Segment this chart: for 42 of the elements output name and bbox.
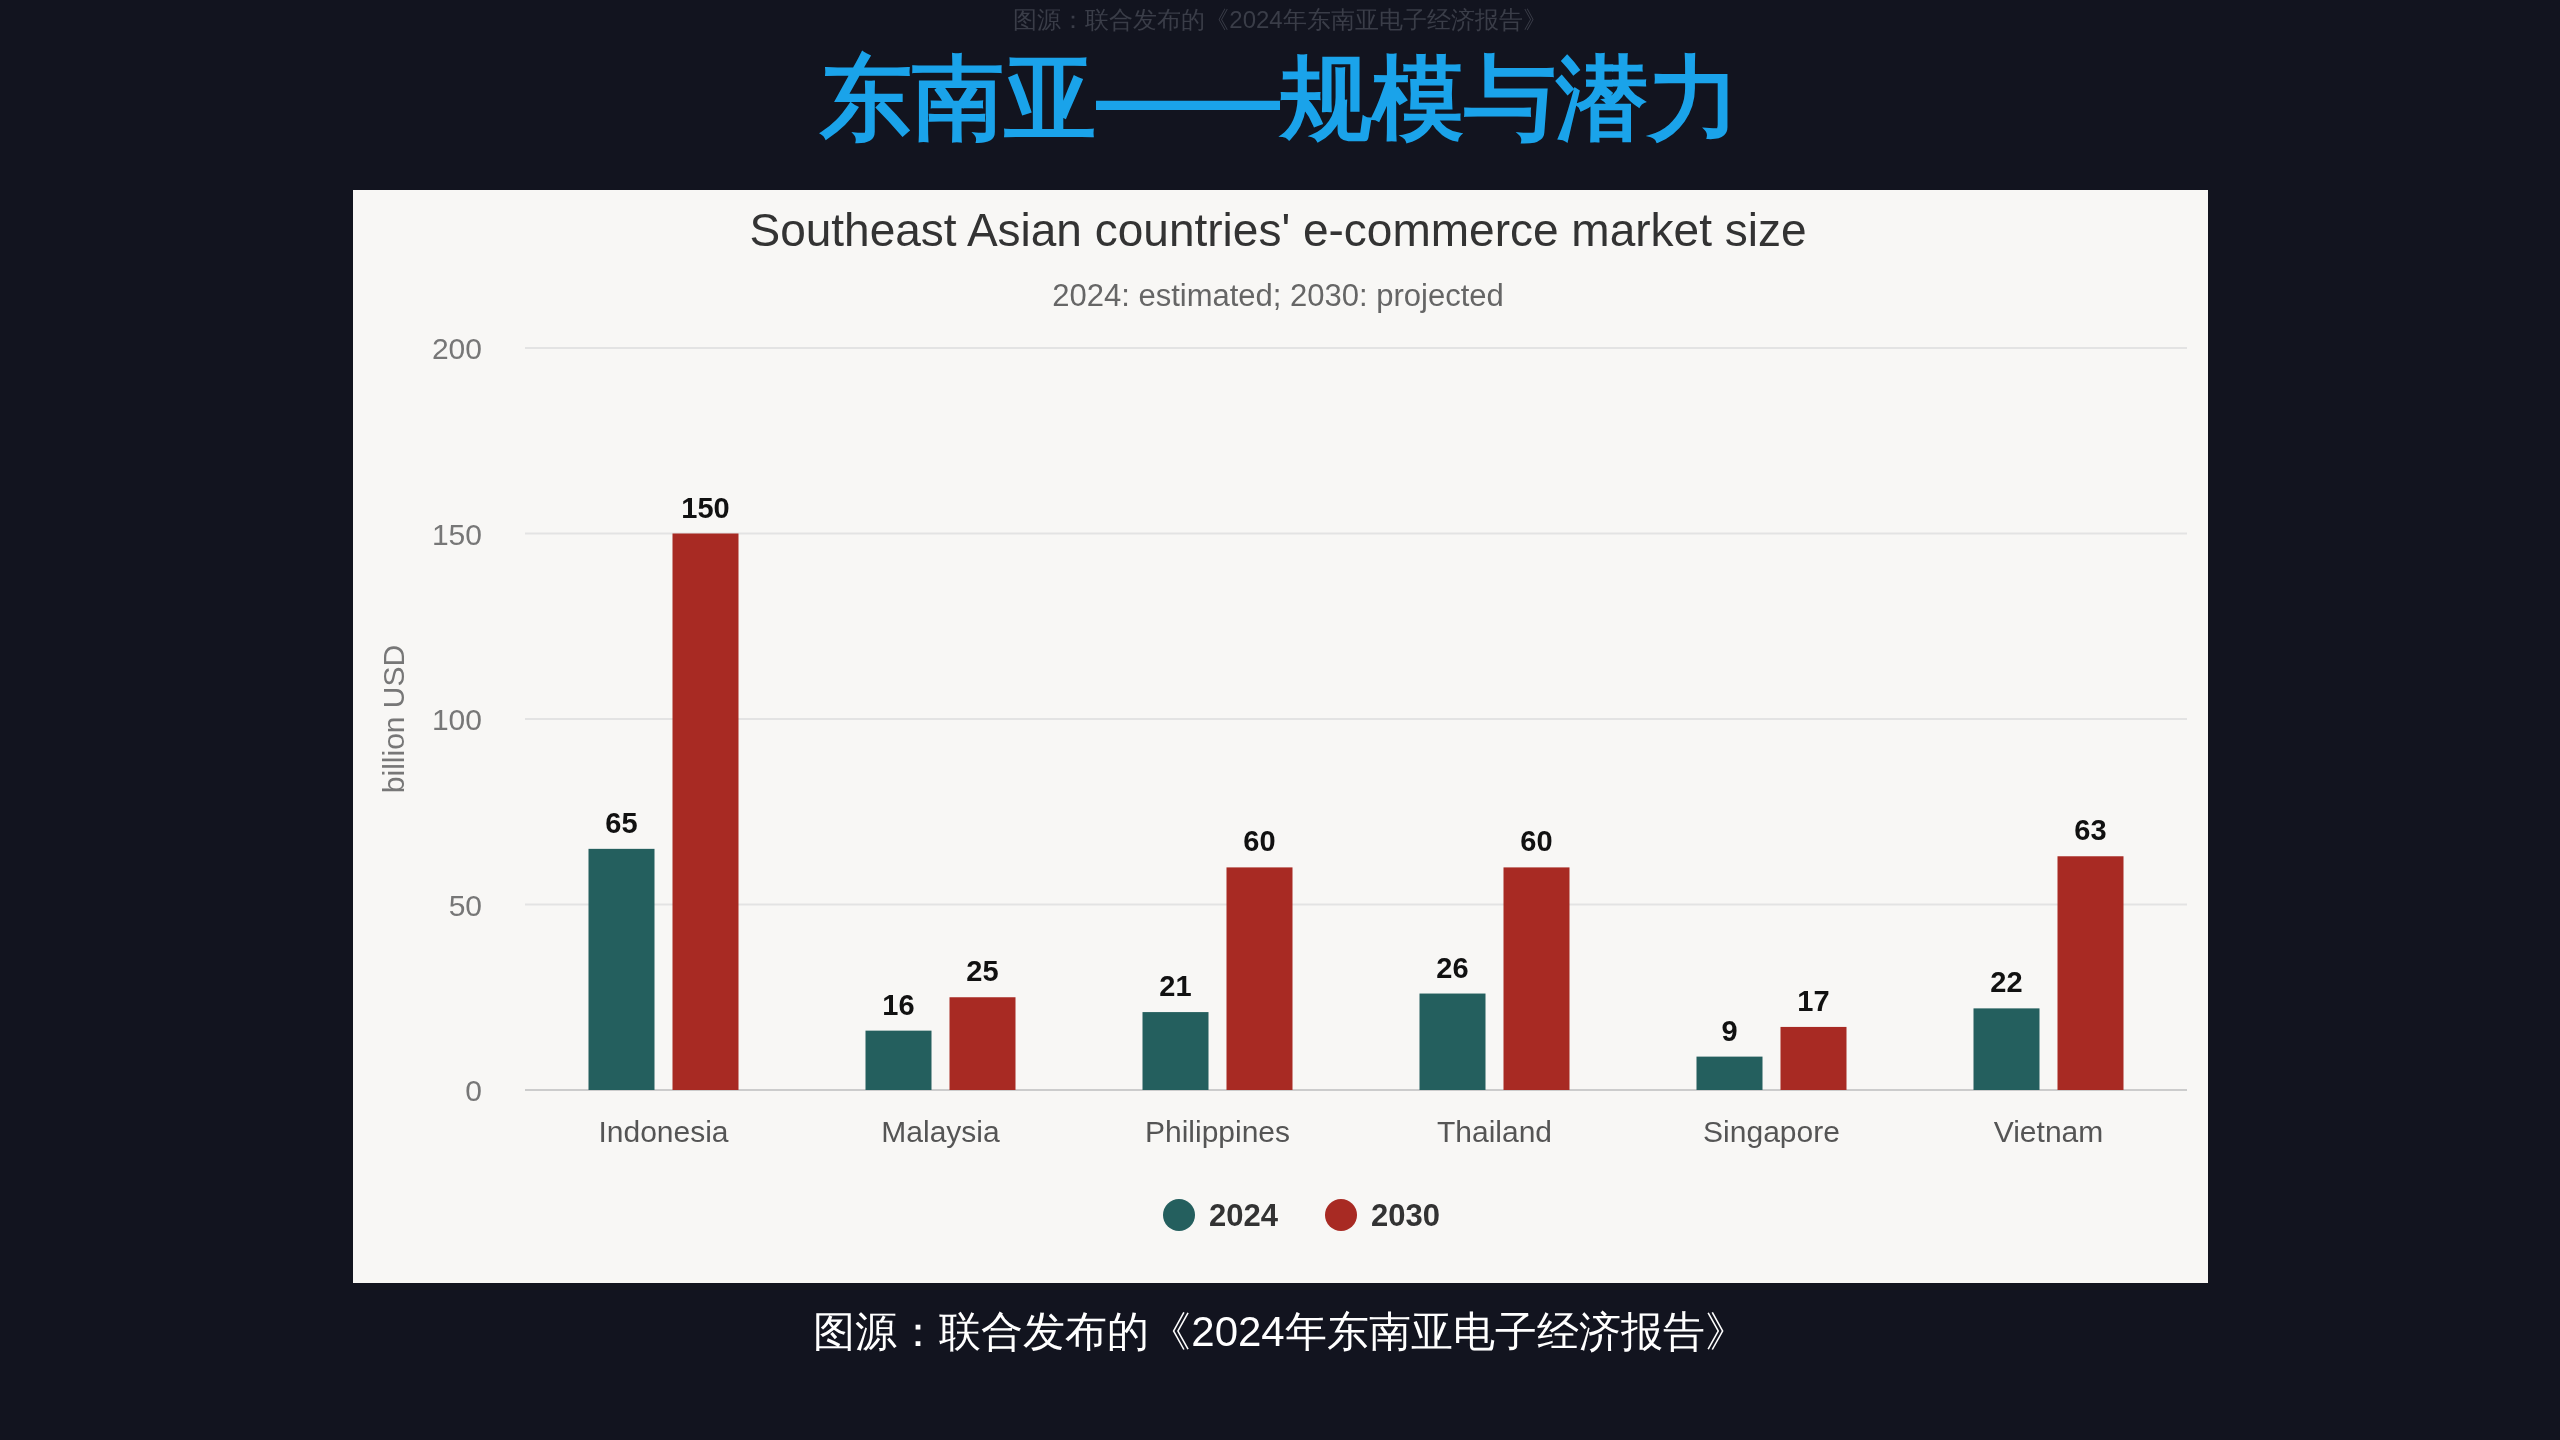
x-tick-label: Singapore xyxy=(1703,1115,1840,1148)
data-label: 26 xyxy=(1436,951,1469,984)
data-label: 63 xyxy=(2074,814,2107,847)
bar xyxy=(2057,856,2124,1090)
x-tick-label: Philippines xyxy=(1144,1115,1291,1148)
data-label: 22 xyxy=(1990,966,2023,999)
data-label: 25 xyxy=(966,955,999,988)
y-tick-label: 100 xyxy=(431,703,482,736)
bar xyxy=(1142,1012,1209,1090)
data-label: 9 xyxy=(1721,1014,1738,1047)
y-tick-label: 200 xyxy=(431,332,482,365)
data-label: 65 xyxy=(605,806,638,839)
data-label: 16 xyxy=(882,988,915,1021)
x-tick-label: Indonesia xyxy=(598,1115,729,1148)
bar xyxy=(1503,867,1570,1090)
bar xyxy=(1973,1008,2040,1090)
y-tick-label: 150 xyxy=(431,517,482,551)
bar xyxy=(672,533,739,1090)
data-label: 21 xyxy=(1159,970,1192,1003)
data-label: 60 xyxy=(1520,825,1553,858)
bar xyxy=(949,997,1016,1090)
bar xyxy=(1696,1056,1763,1090)
x-tick-label: Thailand xyxy=(1436,1115,1553,1148)
data-label: 17 xyxy=(1797,984,1830,1017)
x-tick-label: Vietnam xyxy=(1993,1115,2104,1148)
data-label: 150 xyxy=(681,491,730,524)
bar xyxy=(1226,867,1293,1090)
text: 图源：联合发布的《2024年东南亚电子经济报告》 xyxy=(813,1308,1747,1355)
data-label: 60 xyxy=(1243,825,1276,858)
chart-subtitle: 2024: estimated; 2030: projected xyxy=(1052,278,1504,313)
legend-label: 2030 xyxy=(1371,1198,1440,1233)
y-axis-title: billion USD xyxy=(377,644,410,794)
bar xyxy=(1419,993,1486,1090)
bar xyxy=(1780,1026,1847,1090)
legend-label: 2024 xyxy=(1209,1198,1279,1233)
x-tick-label: Malaysia xyxy=(881,1115,1000,1148)
bar xyxy=(588,848,655,1090)
bar xyxy=(865,1030,932,1090)
y-tick-label: 50 xyxy=(448,888,482,922)
y-tick-label: 0 xyxy=(465,1074,482,1107)
chart-title: Southeast Asian countries' e-commerce market size xyxy=(749,204,1807,256)
text: 东南亚——规模与潜力 xyxy=(819,47,1740,149)
